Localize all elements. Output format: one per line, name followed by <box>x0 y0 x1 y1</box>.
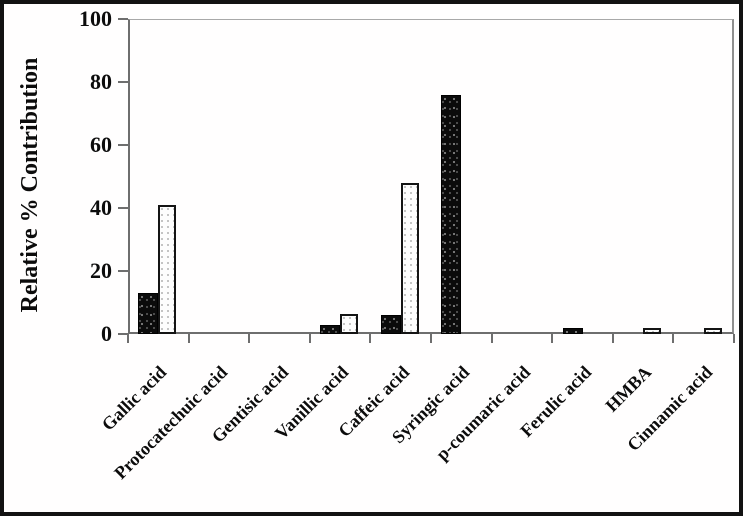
y-tick-label: 100 <box>79 6 112 31</box>
x-tick-mark <box>551 334 554 343</box>
x-tick-mark <box>430 334 432 343</box>
bar-white-series <box>158 205 177 334</box>
x-tick-mark <box>187 334 190 343</box>
y-tick-mark <box>118 333 128 335</box>
bar-white-series <box>400 183 419 334</box>
x-tick-mark <box>672 334 675 343</box>
x-tick-mark <box>611 334 614 343</box>
bar-black-series <box>441 95 462 334</box>
x-tick-mark <box>369 334 372 343</box>
bar-white-series <box>703 328 722 334</box>
x-tick-mark <box>127 334 129 343</box>
bar-black-series <box>380 315 401 334</box>
bar-black-series <box>138 293 159 334</box>
x-tick-mark <box>490 334 493 343</box>
y-tick-mark <box>118 270 128 272</box>
y-tick-label: 40 <box>90 195 112 220</box>
y-tick-mark <box>118 144 128 146</box>
x-tick-mark <box>308 334 311 343</box>
y-tick-label: 20 <box>90 258 112 283</box>
bar-white-series <box>643 328 662 334</box>
x-tick-mark <box>248 334 251 343</box>
plot-area <box>128 19 734 334</box>
y-tick-label: 80 <box>90 69 112 94</box>
y-tick-label: 60 <box>90 132 112 157</box>
x-tick-mark <box>733 334 735 343</box>
y-tick-mark <box>118 81 128 83</box>
y-tick-mark <box>118 18 128 20</box>
y-tick-label: 0 <box>101 321 112 346</box>
y-axis-title: Relative % Contribution <box>17 57 43 313</box>
bar-black-series <box>562 328 583 334</box>
bar-black-series <box>320 325 341 334</box>
bar-white-series <box>340 314 359 334</box>
y-tick-mark <box>118 207 128 209</box>
